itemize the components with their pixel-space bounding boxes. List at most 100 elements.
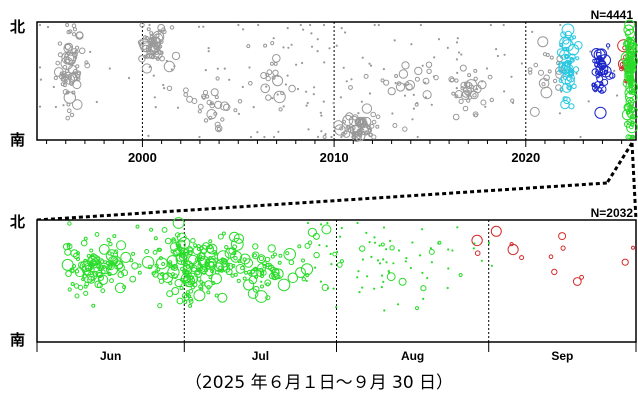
long-term-point-gray [533, 62, 539, 68]
long-term-point-gray [394, 74, 399, 78]
long-term-point-gray [282, 105, 285, 108]
long-term-point-gray [485, 67, 489, 70]
long-term-point-gray [391, 112, 394, 115]
long-term-point-gray [61, 74, 66, 78]
recent-point-green [64, 248, 72, 256]
recent-point-green [267, 244, 276, 253]
long-term-point-gray [75, 45, 80, 50]
recent-point-green [383, 309, 386, 312]
recent-point-green [330, 263, 333, 266]
long-term-point-gray [162, 29, 167, 34]
recent-point-green [220, 257, 225, 262]
long-term-point-green [629, 134, 634, 140]
long-term-point-gray [39, 78, 43, 81]
long-term-point-gray [466, 98, 471, 103]
long-term-point-gray [214, 121, 221, 128]
recent-point-green [305, 273, 310, 278]
recent-point-green [221, 231, 226, 236]
recent-point-green [185, 290, 190, 295]
long-term-point-gray [290, 43, 293, 46]
long-term-point-gray [65, 23, 70, 27]
long-term-point-gray [215, 76, 220, 81]
long-term-point-gray [67, 75, 72, 80]
long-term-point-gray [357, 112, 360, 115]
recent-point-green [306, 221, 309, 225]
long-term-point-gray [503, 90, 506, 93]
recent-point-green [285, 251, 290, 256]
recent-point-green [97, 274, 109, 285]
recent-point-green [224, 247, 236, 259]
long-term-point-gray [237, 112, 240, 115]
long-term-point-gray [339, 96, 342, 99]
long-term-point-gray [197, 109, 202, 114]
long-term-point-gray [163, 87, 166, 90]
long-term-point-gray [95, 100, 98, 104]
recent-point-green [276, 274, 281, 279]
long-term-point-gray [265, 94, 272, 101]
recent-point-green [100, 259, 105, 264]
recent-point-green [422, 297, 425, 300]
recent-count-label: N=2032 [591, 206, 634, 220]
long-term-point-gray [425, 61, 433, 68]
recent-point-green [336, 250, 339, 254]
recent-point-green [90, 255, 96, 261]
long-term-point-gray [149, 41, 155, 46]
long-term-point-gray [260, 72, 268, 79]
recent-point-green [172, 273, 178, 280]
long-term-point-gray [141, 63, 152, 74]
recent-point-green [230, 237, 244, 251]
long-term-point-gray [487, 74, 493, 80]
recent-point-green [129, 275, 137, 283]
long-term-point-green [628, 43, 633, 48]
long-term-point-cyan [575, 56, 580, 61]
recent-point-green [182, 260, 194, 271]
long-term-point-gray [257, 23, 260, 27]
long-term-point-gray [559, 23, 562, 27]
recent-point-green [319, 280, 322, 283]
long-term-point-gray [302, 28, 305, 31]
recent-point-green [339, 235, 342, 238]
long-term-point-gray [414, 66, 423, 76]
recent-point-green [208, 261, 215, 267]
long-term-point-gray [64, 42, 74, 51]
long-term-point-gray [241, 85, 244, 89]
recent-point-green [198, 284, 204, 290]
long-term-point-green [627, 36, 632, 41]
long-term-point-gray [277, 130, 280, 133]
recent-point-green [374, 241, 377, 244]
recent-point-green [162, 272, 174, 284]
long-term-point-gray [520, 62, 524, 65]
long-term-point-gray [480, 99, 487, 106]
recent-point-green [218, 265, 223, 270]
long-term-point-cyan [562, 37, 570, 45]
long-term-point-gray [55, 60, 61, 66]
long-term-point-gray [419, 23, 422, 27]
long-term-point-cyan [564, 30, 573, 39]
long-term-point-gray [454, 78, 459, 83]
recent-point-green [89, 248, 94, 253]
recent-point-green [147, 264, 153, 270]
recent-point-green [74, 269, 80, 274]
long-term-point-green [625, 42, 637, 54]
long-term-point-gray [75, 64, 80, 69]
recent-point-green [183, 275, 196, 288]
long-term-point-gray [146, 27, 151, 32]
long-term-point-gray [357, 131, 362, 136]
recent-point-green [65, 270, 72, 278]
long-term-point-gray [71, 32, 77, 37]
long-term-point-gray [328, 47, 331, 50]
recent-point-green [112, 234, 117, 239]
long-term-point-gray [403, 83, 406, 86]
zoom-line-right [630, 142, 638, 221]
recent-point-green [202, 270, 207, 275]
recent-point-green [149, 227, 154, 232]
long-term-point-gray [455, 87, 458, 90]
recent-point-green [198, 254, 203, 259]
long-term-point-gray [395, 82, 406, 92]
long-term-point-gray [454, 90, 464, 99]
recent-point-green [222, 260, 227, 265]
recent-point-green [166, 262, 173, 268]
long-term-south-label: 南 [10, 131, 25, 149]
zoom-line-left [36, 181, 608, 222]
recent-point-green [243, 279, 255, 291]
